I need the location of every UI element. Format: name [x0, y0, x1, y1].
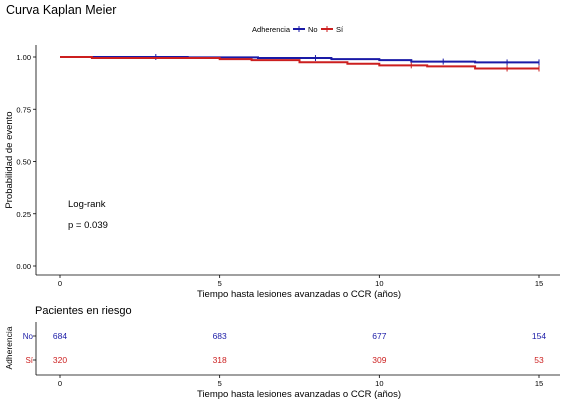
- y-tick-label: 0.00: [16, 262, 31, 271]
- legend-title: Adherencia: [252, 25, 291, 34]
- series-lines: [60, 54, 540, 72]
- legend: Adherencia No Sí: [252, 25, 344, 34]
- risk-count: 309: [372, 355, 386, 365]
- risk-rows: No 684 683 677 154 Sí 320 318 309 53: [23, 331, 547, 365]
- risk-x-tick-label: 10: [375, 379, 383, 388]
- y-tick-label: 1.00: [16, 53, 31, 62]
- risk-count: 318: [213, 355, 227, 365]
- risk-x-tick-label: 0: [58, 379, 62, 388]
- series-line-si: [60, 56, 539, 70]
- risk-x-ticks: 0 5 10 15: [58, 375, 543, 388]
- risk-x-tick-label: 15: [535, 379, 543, 388]
- risk-count: 677: [372, 331, 386, 341]
- chart-title: Curva Kaplan Meier: [6, 3, 116, 17]
- x-tick-label: 5: [218, 279, 222, 288]
- risk-y-axis-title: Adherencia: [4, 326, 14, 369]
- y-ticks: 0.00 0.25 0.50 0.75 1.00: [16, 53, 36, 271]
- logrank-label: Log-rank: [68, 199, 106, 210]
- risk-count: 684: [53, 331, 67, 341]
- y-tick-label: 0.25: [16, 210, 31, 219]
- risk-x-tick-label: 5: [218, 379, 222, 388]
- risk-table-title: Pacientes en riesgo: [35, 305, 132, 317]
- legend-label-no: No: [308, 25, 318, 34]
- risk-count: 320: [53, 355, 67, 365]
- risk-row-label: Sí: [25, 356, 33, 365]
- x-tick-label: 0: [58, 279, 62, 288]
- x-ticks: 0 5 10 15: [58, 275, 543, 288]
- risk-row-label: No: [23, 332, 34, 341]
- x-axis-title: Tiempo hasta lesiones avanzadas o CCR (a…: [197, 289, 401, 300]
- risk-count: 683: [213, 331, 227, 341]
- risk-count: 154: [532, 331, 546, 341]
- x-tick-label: 15: [535, 279, 543, 288]
- x-tick-label: 10: [375, 279, 383, 288]
- risk-x-axis-title: Tiempo hasta lesiones avanzadas o CCR (a…: [197, 389, 401, 400]
- p-value-label: p = 0.039: [68, 220, 108, 231]
- y-tick-label: 0.75: [16, 105, 31, 114]
- y-tick-label: 0.50: [16, 158, 31, 167]
- y-axis-title: Probabilidad de evento: [4, 111, 15, 208]
- risk-count: 53: [534, 355, 544, 365]
- legend-label-si: Sí: [336, 25, 344, 34]
